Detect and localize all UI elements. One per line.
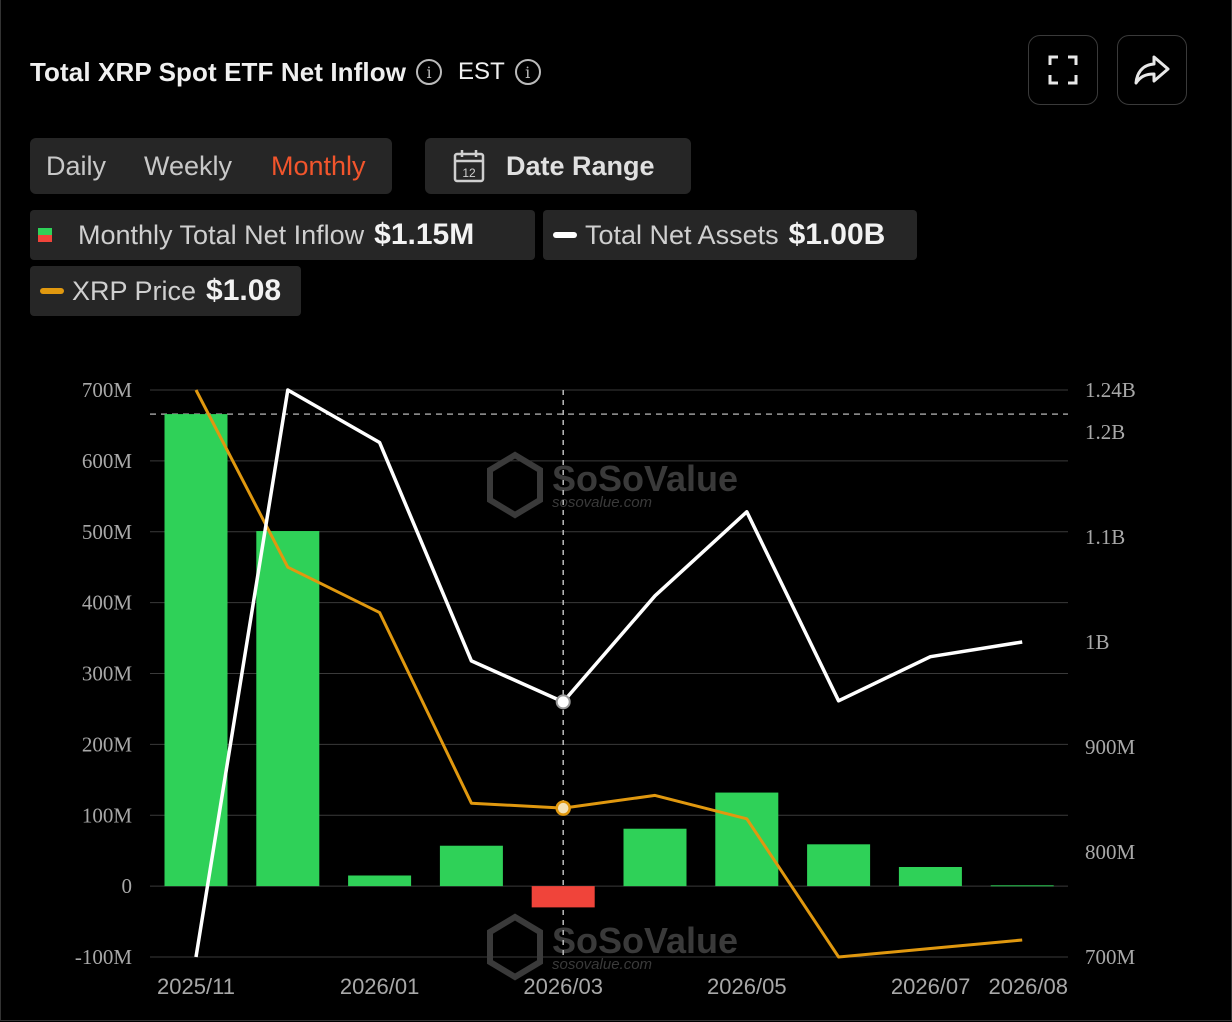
fullscreen-button[interactable]: [1028, 35, 1098, 105]
inflow-bar: [164, 414, 228, 887]
legend-net-inflow[interactable]: Monthly Total Net Inflow $1.15M: [30, 210, 535, 260]
share-button[interactable]: [1117, 35, 1187, 105]
y-axis-left-label: 0: [122, 874, 133, 898]
legend-swatch-assets: [553, 232, 577, 238]
inflow-bar: [256, 531, 320, 887]
inflow-bar: [348, 875, 412, 887]
y-axis-left-label: -100M: [75, 945, 132, 969]
assets-hover-marker: [555, 694, 571, 710]
xrp-price-line: [194, 389, 1023, 959]
total-net-assets-line: [194, 388, 1023, 958]
inflow-bar: [439, 845, 503, 887]
date-range-label: Date Range: [506, 150, 655, 181]
expand-icon: [1048, 55, 1078, 85]
watermark-url: sosovalue.com: [552, 494, 652, 511]
price-hover-marker: [555, 800, 571, 816]
legend-value: $1.00B: [788, 218, 886, 251]
y-axis-right-label: 1.2B: [1085, 420, 1125, 444]
legend-label: Total Net Assets: [585, 219, 779, 250]
date-range-button[interactable]: 12 Date Range: [425, 138, 691, 194]
watermark-logo-icon: [487, 913, 543, 981]
legend-xrp-price[interactable]: XRP Price $1.08: [30, 266, 301, 316]
info-icon[interactable]: i: [416, 59, 443, 85]
tab-weekly[interactable]: Weekly: [144, 150, 233, 181]
x-axis-label: 2026/01: [340, 974, 420, 999]
page-title: Total XRP Spot ETF Net Inflow: [30, 56, 407, 87]
watermark-logo-icon: [487, 451, 543, 519]
legend-label: XRP Price: [72, 275, 197, 306]
watermark-url: sosovalue.com: [552, 956, 652, 973]
y-axis-left-label: 700M: [82, 378, 133, 402]
legend-label: Monthly Total Net Inflow: [78, 219, 365, 250]
calendar-icon: 12: [453, 150, 485, 183]
x-axis-label: 2026/03: [523, 974, 603, 999]
inflow-bar: [715, 792, 779, 887]
legend-total-net-assets[interactable]: Total Net Assets $1.00B: [543, 210, 917, 260]
svg-text:12: 12: [462, 166, 476, 180]
x-axis-label: 2026/07: [891, 974, 971, 999]
tab-daily[interactable]: Daily: [46, 150, 107, 181]
header: Total XRP Spot ETF Net Inflow i EST i: [30, 52, 541, 92]
legend-swatch-inflow: [38, 228, 52, 242]
tab-monthly[interactable]: Monthly: [271, 150, 366, 181]
legend-swatch-price: [40, 288, 64, 294]
y-axis-right-label: 1.24B: [1085, 378, 1136, 402]
inflow-bar: [807, 844, 871, 887]
inflow-bar: [623, 828, 687, 887]
inflow-bar: [531, 886, 595, 908]
legend-value: $1.15M: [374, 218, 475, 251]
x-axis-label: 2026/08: [988, 974, 1068, 999]
y-axis-left-label: 500M: [82, 520, 133, 544]
timezone-label: EST: [458, 58, 505, 85]
watermark-brand: SoSoValue: [552, 458, 738, 499]
inflow-bar: [898, 866, 962, 887]
y-axis-left-label: 300M: [82, 662, 133, 686]
period-selector: Daily Weekly Monthly: [30, 138, 392, 194]
y-axis-right-label: 800M: [1085, 840, 1136, 864]
y-axis-left-label: 400M: [82, 591, 133, 615]
legend-value: $1.08: [206, 274, 282, 307]
x-axis-label: 2025/11: [157, 974, 235, 999]
x-axis-label: 2026/05: [707, 974, 787, 999]
y-axis-left-label: 600M: [82, 449, 133, 473]
inflow-bar: [990, 885, 1054, 887]
y-axis-left-label: 200M: [82, 732, 133, 756]
y-axis-right-label: 1.1B: [1085, 525, 1125, 549]
y-axis-left-label: 100M: [82, 803, 133, 827]
share-icon: [1134, 55, 1170, 85]
watermark-brand: SoSoValue: [552, 920, 738, 961]
y-axis-right-label: 700M: [1085, 945, 1136, 969]
timezone-info-icon[interactable]: i: [514, 59, 541, 85]
y-axis-right-label: 1B: [1085, 630, 1110, 654]
y-axis-right-label: 900M: [1085, 735, 1136, 759]
